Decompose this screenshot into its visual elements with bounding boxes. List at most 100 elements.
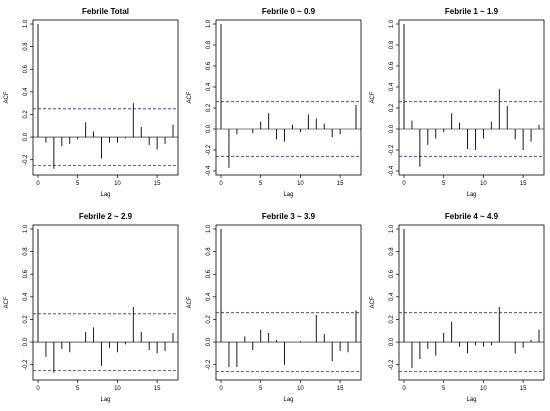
y-tick-label: 0.8 <box>389 247 395 256</box>
x-tick-label: 0 <box>402 181 406 187</box>
x-tick-label: 0 <box>36 386 40 392</box>
y-axis-label: ACF <box>187 91 193 103</box>
chart-title: Febrile 3 ~ 3.9 <box>262 212 316 221</box>
chart-title: Febrile Total <box>82 7 129 16</box>
chart-title: Febrile 0 ~ 0.9 <box>262 7 316 16</box>
y-axis-label: ACF <box>370 296 376 308</box>
y-tick-label: 0.6 <box>206 269 212 278</box>
y-tick-label: 0.4 <box>23 292 29 301</box>
acf-chart: Febrile Total -0.2 0.0 0.2 0.4 0.6 0.8 1.0 0 5 10 1… <box>4 7 179 198</box>
x-tick-label: 5 <box>76 181 80 187</box>
acf-panel: Febrile 0 ~ 0.9 -0.4 -0.2 0.0 0.2 0.4 0.6 0.8 1.… <box>183 0 366 205</box>
y-tick-label: -0.2 <box>23 154 29 165</box>
y-tick-label: -0.2 <box>389 144 395 155</box>
y-tick-label: 0.4 <box>206 292 212 301</box>
x-tick-label: 0 <box>36 181 40 187</box>
x-axis-label: Lag <box>100 192 110 198</box>
x-tick-label: 0 <box>219 386 223 392</box>
acf-panel: Febrile 4 ~ 4.9 -0.2 0.0 0.2 0.4 0.6 0.8 1.0 0 5 1… <box>366 205 549 410</box>
y-tick-label: 0.2 <box>206 315 212 324</box>
y-tick-label: 0.4 <box>389 82 395 91</box>
x-tick-label: 10 <box>114 386 121 392</box>
x-tick-label: 5 <box>442 386 446 392</box>
y-tick-label: 0.2 <box>23 110 29 119</box>
y-tick-label: -0.2 <box>23 359 29 370</box>
y-axis-label: ACF <box>4 91 10 103</box>
plot-frame <box>32 224 179 381</box>
acf-panel: Febrile 2 ~ 2.9 -0.2 0.0 0.2 0.4 0.6 0.8 1.0 0 5 1… <box>0 205 183 410</box>
acf-chart: Febrile 3 ~ 3.9 -0.2 0.0 0.2 0.4 0.6 0.8 1.0 0 5 1… <box>187 212 362 403</box>
y-tick-label: -0.4 <box>206 165 212 176</box>
y-tick-label: 1.0 <box>23 224 29 233</box>
y-tick-label: 0.0 <box>206 124 212 133</box>
x-axis-label: Lag <box>466 192 476 198</box>
y-axis-label: ACF <box>370 91 376 103</box>
y-tick-label: 0.8 <box>206 247 212 256</box>
x-tick-label: 10 <box>114 181 121 187</box>
acf-panel: Febrile Total -0.2 0.0 0.2 0.4 0.6 0.8 1.0 0 5 10 1… <box>0 0 183 205</box>
x-axis-label: Lag <box>466 397 476 403</box>
y-tick-label: 0.8 <box>23 42 29 51</box>
y-axis-label: ACF <box>187 296 193 308</box>
y-tick-label: 0.0 <box>23 337 29 346</box>
y-tick-label: 0.6 <box>389 269 395 278</box>
plot-frame <box>215 19 362 176</box>
x-tick-label: 10 <box>297 386 304 392</box>
chart-title: Febrile 2 ~ 2.9 <box>79 212 133 221</box>
x-tick-label: 15 <box>520 386 527 392</box>
x-tick-label: 10 <box>480 386 487 392</box>
y-tick-label: 1.0 <box>206 19 212 28</box>
chart-title: Febrile 1 ~ 1.9 <box>445 7 499 16</box>
y-tick-label: 0.8 <box>206 40 212 49</box>
y-tick-label: 0.6 <box>23 269 29 278</box>
acf-chart: Febrile 4 ~ 4.9 -0.2 0.0 0.2 0.4 0.6 0.8 1.0 0 5 1… <box>370 212 545 403</box>
x-tick-label: 15 <box>520 181 527 187</box>
acf-panel: Febrile 3 ~ 3.9 -0.2 0.0 0.2 0.4 0.6 0.8 1.0 0 5 1… <box>183 205 366 410</box>
x-tick-label: 5 <box>442 181 446 187</box>
y-tick-label: 0.6 <box>23 64 29 73</box>
x-tick-label: 15 <box>154 386 161 392</box>
y-tick-label: 0.0 <box>23 132 29 141</box>
x-tick-label: 0 <box>219 181 223 187</box>
y-tick-label: -0.2 <box>206 144 212 155</box>
y-tick-label: -0.2 <box>389 359 395 370</box>
x-tick-label: 5 <box>76 386 80 392</box>
x-tick-label: 5 <box>259 181 263 187</box>
y-tick-label: 0.0 <box>389 337 395 346</box>
y-tick-label: 1.0 <box>389 19 395 28</box>
y-tick-label: 1.0 <box>23 19 29 28</box>
y-tick-label: 0.2 <box>389 315 395 324</box>
plot-frame <box>32 19 179 176</box>
y-tick-label: 0.6 <box>389 61 395 70</box>
x-axis-label: Lag <box>283 192 293 198</box>
y-tick-label: 0.8 <box>389 40 395 49</box>
y-tick-label: 0.0 <box>389 124 395 133</box>
x-tick-label: 0 <box>402 386 406 392</box>
x-tick-label: 5 <box>259 386 263 392</box>
y-tick-label: 0.8 <box>23 247 29 256</box>
x-axis-label: Lag <box>283 397 293 403</box>
plot-frame <box>215 224 362 381</box>
y-tick-label: 0.4 <box>389 292 395 301</box>
x-tick-label: 15 <box>337 386 344 392</box>
acf-panel: Febrile 1 ~ 1.9 -0.4 -0.2 0.0 0.2 0.4 0.6 0.8 1.… <box>366 0 549 205</box>
chart-title: Febrile 4 ~ 4.9 <box>445 212 499 221</box>
y-tick-label: 0.6 <box>206 61 212 70</box>
x-axis-label: Lag <box>100 397 110 403</box>
y-tick-label: 0.2 <box>23 315 29 324</box>
acf-chart: Febrile 0 ~ 0.9 -0.4 -0.2 0.0 0.2 0.4 0.6 0.8 1.… <box>187 7 362 198</box>
y-tick-label: 0.4 <box>23 87 29 96</box>
y-tick-label: 1.0 <box>389 224 395 233</box>
y-tick-label: 0.4 <box>206 82 212 91</box>
acf-chart: Febrile 2 ~ 2.9 -0.2 0.0 0.2 0.4 0.6 0.8 1.0 0 5 1… <box>4 212 179 403</box>
y-tick-label: 0.2 <box>389 103 395 112</box>
plot-frame <box>398 224 545 381</box>
plot-frame <box>398 19 545 176</box>
x-tick-label: 10 <box>480 181 487 187</box>
y-tick-label: 1.0 <box>206 224 212 233</box>
y-tick-label: 0.2 <box>206 103 212 112</box>
x-tick-label: 10 <box>297 181 304 187</box>
y-tick-label: -0.2 <box>206 359 212 370</box>
y-axis-label: ACF <box>4 296 10 308</box>
